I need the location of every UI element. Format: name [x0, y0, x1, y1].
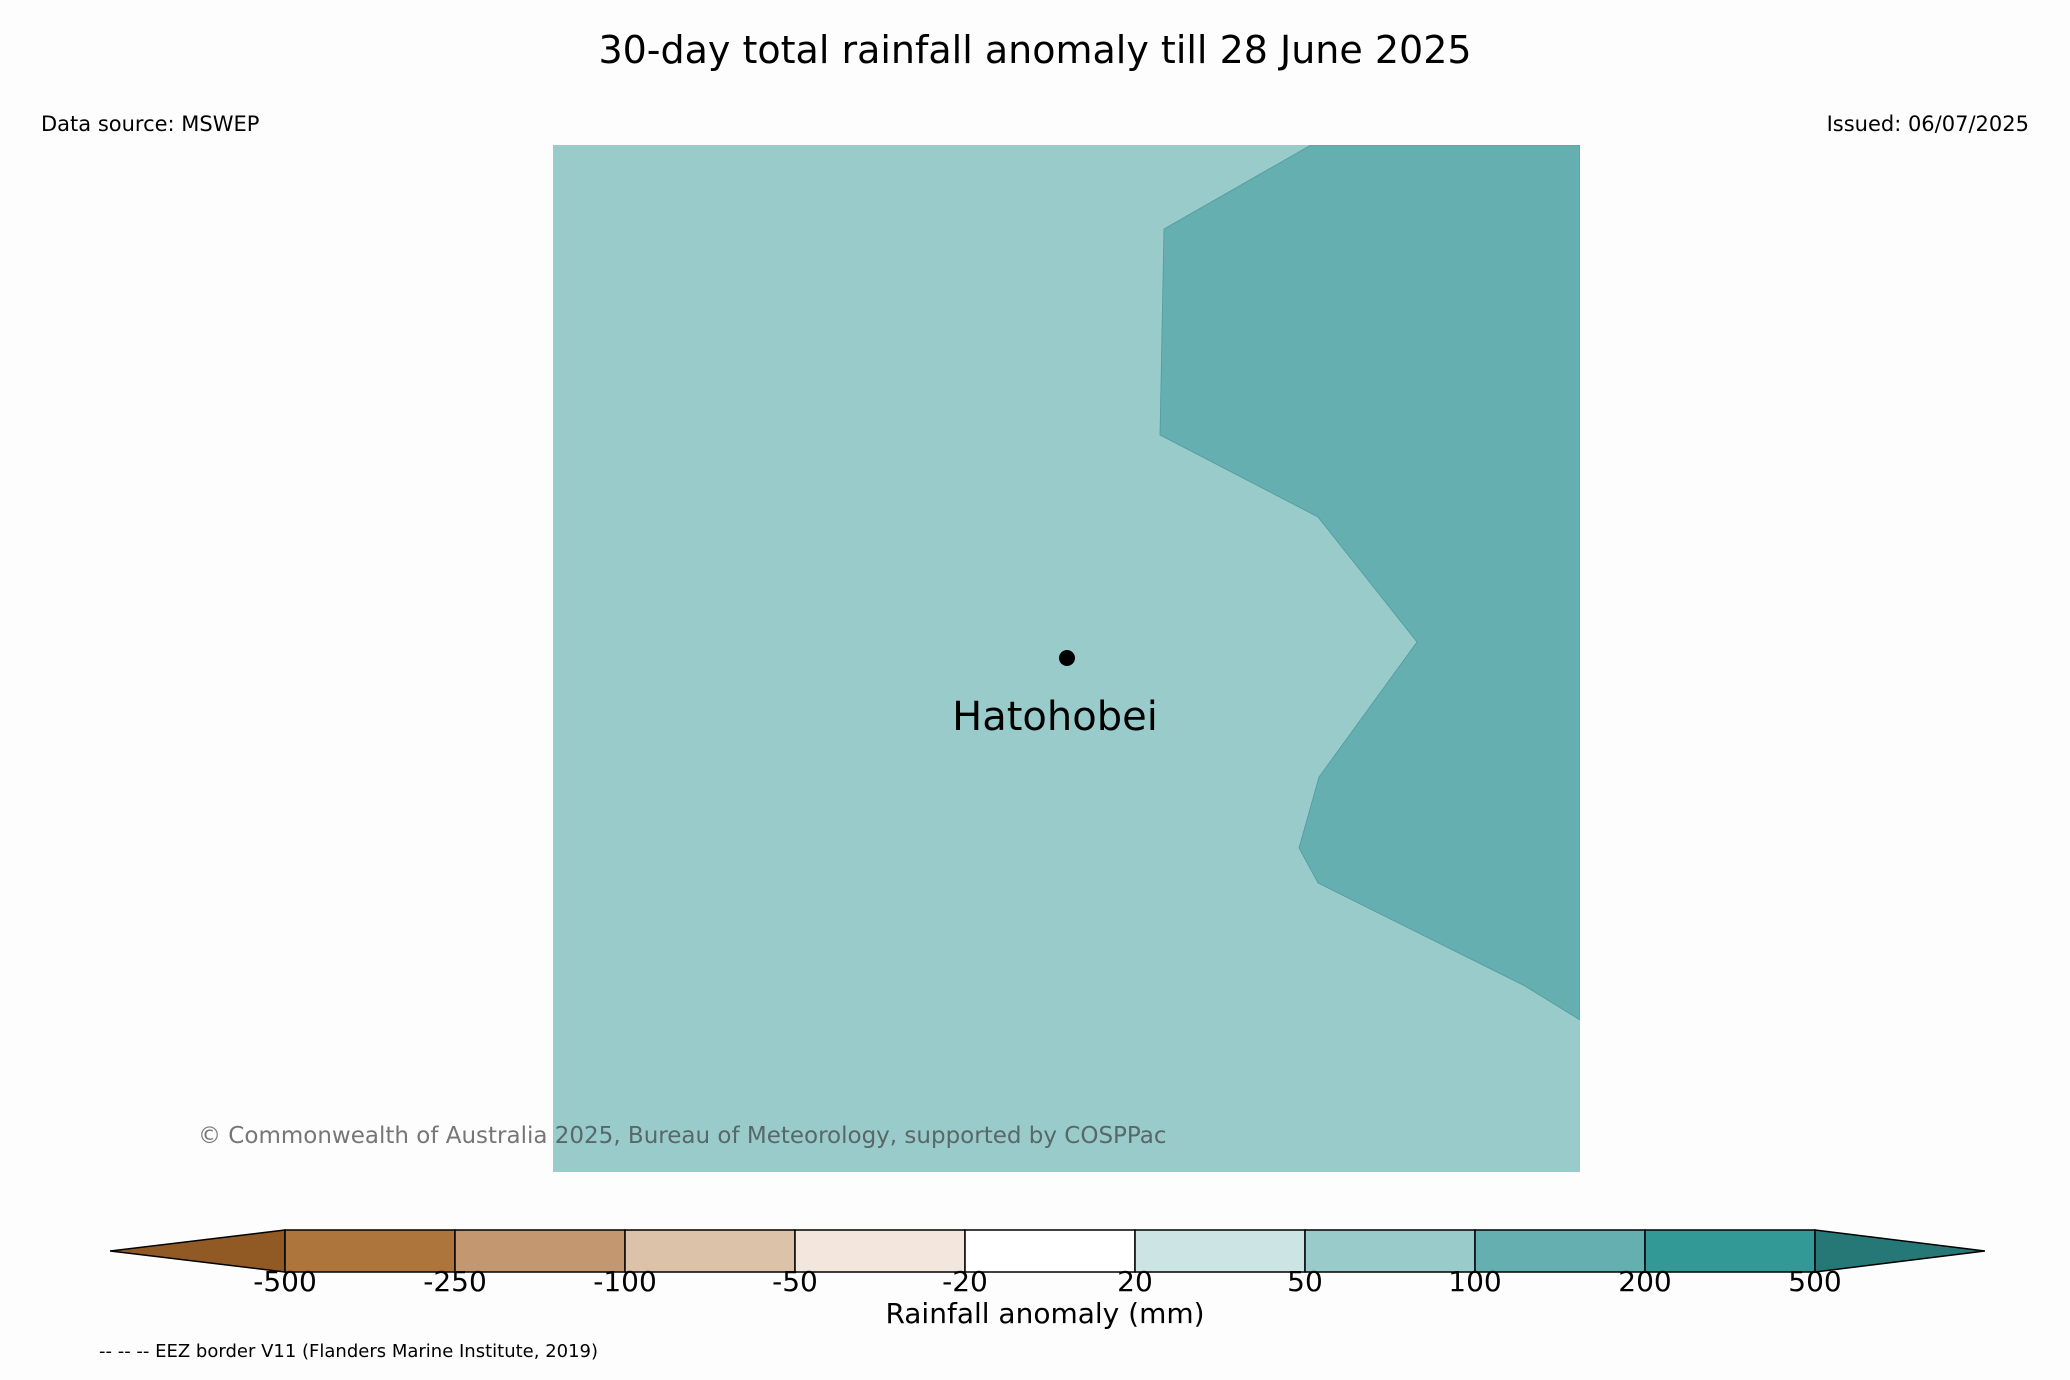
- map-canvas: [553, 145, 1580, 1172]
- anomaly-region-100-200: [1159, 145, 1580, 1021]
- place-label-hatohobei: Hatohobei: [952, 694, 1158, 740]
- colorbar-tick-label: -20: [942, 1265, 988, 1298]
- colorbar-extend-high: [1814, 1229, 1986, 1273]
- colorbar: [109, 1215, 1986, 1275]
- map-title: 30-day total rainfall anomaly till 28 Ju…: [598, 28, 1472, 72]
- copyright-notice: © Commonwealth of Australia 2025, Bureau…: [198, 1123, 1167, 1149]
- colorbar-tick-label: 500: [1788, 1265, 1842, 1298]
- issued-date-label: Issued: 06/07/2025: [1826, 112, 2029, 136]
- colorbar-tick-label: 50: [1287, 1265, 1323, 1298]
- colorbar-segment: [964, 1229, 1136, 1273]
- location-marker: [1059, 650, 1075, 666]
- colorbar-tick-label: 20: [1117, 1265, 1153, 1298]
- rainfall-anomaly-map: [553, 145, 1580, 1172]
- colorbar-tick-label: -250: [423, 1265, 487, 1298]
- colorbar-label: Rainfall anomaly (mm): [885, 1297, 1205, 1330]
- colorbar-segment: [794, 1229, 966, 1273]
- colorbar-tick-labels: -500 -250 -100 -50 -20 20 50 100 200 500: [0, 1265, 2070, 1299]
- colorbar-segment: [284, 1229, 456, 1273]
- colorbar-segment: [624, 1229, 796, 1273]
- colorbar-segment: [1134, 1229, 1306, 1273]
- colorbar-svg: [109, 1229, 1986, 1273]
- colorbar-tick-label: -500: [253, 1265, 317, 1298]
- data-source-label: Data source: MSWEP: [41, 112, 260, 136]
- colorbar-tick-label: -100: [593, 1265, 657, 1298]
- colorbar-segment: [1644, 1229, 1816, 1273]
- colorbar-tick-label: 200: [1618, 1265, 1672, 1298]
- eez-border-footnote: -- -- -- EEZ border V11 (Flanders Marine…: [99, 1341, 599, 1362]
- colorbar-tick-label: -50: [772, 1265, 818, 1298]
- colorbar-tick-label: 100: [1448, 1265, 1502, 1298]
- colorbar-segment: [454, 1229, 626, 1273]
